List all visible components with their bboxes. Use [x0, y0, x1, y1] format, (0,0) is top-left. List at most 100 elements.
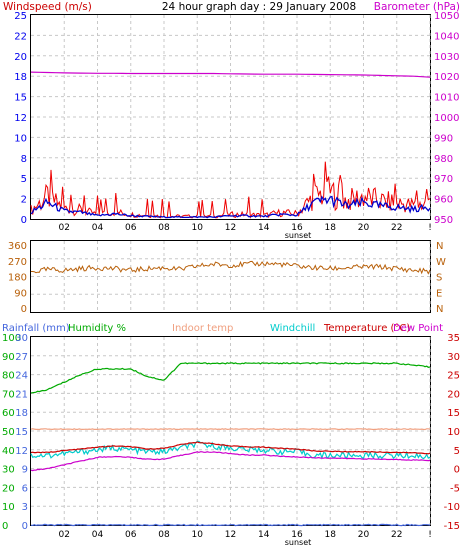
direction-y-tick: 360	[8, 241, 27, 252]
wind-y-tick: 25	[14, 11, 27, 22]
x-tick-label: 08	[158, 530, 170, 540]
baro-y-tick: 1010	[434, 93, 459, 104]
temp-y-tick: 0	[454, 465, 460, 476]
humidity-y-tick: 40	[2, 446, 15, 457]
x-tick-label: 20	[358, 530, 370, 540]
x-tick-label: 14	[258, 223, 270, 233]
temp-y-tick: -5	[450, 483, 460, 494]
barometer-title: Barometer (hPa)	[374, 1, 460, 13]
direction-panel-frame	[30, 240, 431, 313]
direction-y-tick: 90	[14, 288, 27, 299]
baro-y-tick: 990	[434, 133, 453, 144]
wind-y-tick: 22	[14, 31, 27, 42]
graph-date-title: 24 hour graph day : 29 January 2008	[162, 1, 356, 13]
temp-y-tick: -10	[444, 502, 460, 513]
rain-y-tick: 0	[22, 521, 28, 532]
windspeed-title: Windspeed (m/s)	[3, 1, 92, 13]
baro-y-tick: 980	[434, 154, 453, 165]
series-line-indoor	[30, 428, 431, 431]
temp-y-tick: -15	[444, 521, 460, 532]
compass-label: N	[436, 304, 443, 315]
rain-y-tick: 3	[22, 502, 28, 513]
series-line-humidity	[30, 362, 431, 394]
humidity-y-tick: 10	[2, 502, 15, 513]
indoor-temp-label: Indoor temp	[172, 323, 233, 334]
x-tick-label: 22	[391, 223, 402, 233]
baro-y-tick: 970	[434, 174, 453, 185]
x-tick-label: 22	[391, 530, 402, 540]
temp-y-tick: 30	[447, 352, 460, 363]
baro-y-tick: 1000	[434, 113, 459, 124]
baro-y-tick: 1040	[434, 31, 459, 42]
rain-y-tick: 12	[15, 446, 28, 457]
humidity-y-tick: 20	[2, 483, 15, 494]
x-tick-label: 10	[192, 223, 204, 233]
series-line-temperature	[30, 441, 431, 455]
baro-y-tick: 1030	[434, 52, 459, 63]
sunset-label-top: sunset	[285, 231, 312, 240]
wind-gust-line	[30, 161, 431, 219]
compass-label: N	[436, 241, 443, 252]
sunset-label-bottom: sunset	[285, 538, 312, 547]
rain-y-tick: 6	[22, 483, 28, 494]
temp-y-tick: 35	[447, 333, 460, 344]
wind-y-tick: 8	[21, 154, 27, 165]
wind-y-tick: 5	[21, 174, 27, 185]
rain-y-tick: 9	[22, 465, 28, 476]
wind-y-tick: 15	[14, 93, 27, 104]
humidity-y-tick: 100	[2, 333, 21, 344]
x-tick-label: 16	[291, 530, 303, 540]
x-tick-label: 06	[125, 530, 137, 540]
temp-y-tick: 20	[447, 389, 460, 400]
weather-panel-frame	[30, 336, 431, 526]
humidity-y-tick: 50	[2, 427, 15, 438]
x-tick-label: 14	[258, 530, 270, 540]
direction-series	[31, 260, 431, 275]
dewpoint-label: Dew Point	[393, 323, 443, 334]
x-tick-label: !	[428, 223, 432, 233]
temp-y-tick: 5	[454, 446, 460, 457]
x-tick-label: 04	[92, 530, 104, 540]
wind-grid	[31, 15, 431, 219]
humidity-y-tick: 30	[2, 465, 15, 476]
compass-label: E	[436, 288, 442, 299]
x-tick-label: 18	[325, 530, 337, 540]
wind-average-line	[30, 195, 431, 219]
temperature-label: Temperature (°C)	[323, 323, 410, 334]
baro-y-tick: 950	[434, 215, 453, 226]
direction-y-tick: 0	[21, 304, 27, 315]
x-tick-label: 06	[125, 223, 137, 233]
barometer-line	[30, 71, 431, 78]
x-tick-label: !	[428, 530, 432, 540]
wind-series	[30, 71, 431, 219]
direction-y-tick: 270	[8, 257, 27, 268]
baro-y-tick: 1020	[434, 72, 459, 83]
series-line-rainfall	[30, 523, 431, 527]
x-tick-label: 12	[225, 530, 236, 540]
humidity-label: Humidity %	[68, 323, 126, 334]
x-tick-label: 20	[358, 223, 370, 233]
humidity-y-tick: 80	[2, 371, 15, 382]
rain-y-tick: 24	[15, 371, 28, 382]
x-tick-label: 12	[225, 223, 236, 233]
x-tick-label: 02	[59, 530, 70, 540]
series-line-windchill	[30, 440, 431, 460]
rain-y-tick: 30	[15, 333, 28, 344]
wind-y-tick: 20	[14, 52, 27, 63]
rain-y-tick: 18	[15, 408, 28, 419]
rain-y-tick: 15	[15, 427, 28, 438]
wind-y-tick: 0	[21, 215, 27, 226]
temp-y-tick: 10	[447, 427, 460, 438]
x-tick-label: 08	[158, 223, 170, 233]
baro-y-tick: 960	[434, 195, 453, 206]
weather-series	[30, 362, 431, 527]
direction-grid	[31, 241, 431, 312]
rainfall-label: Rainfall (mm)	[2, 323, 70, 334]
compass-label: S	[436, 273, 442, 284]
humidity-y-tick: 60	[2, 408, 15, 419]
x-tick-label: 02	[59, 223, 70, 233]
axis-ticks: 02 04 06 08 10 12 14 16 18 20 22 !02 04 06 08 10 12 14 16 1…	[2, 11, 460, 540]
wind-y-tick: 18	[14, 72, 27, 83]
